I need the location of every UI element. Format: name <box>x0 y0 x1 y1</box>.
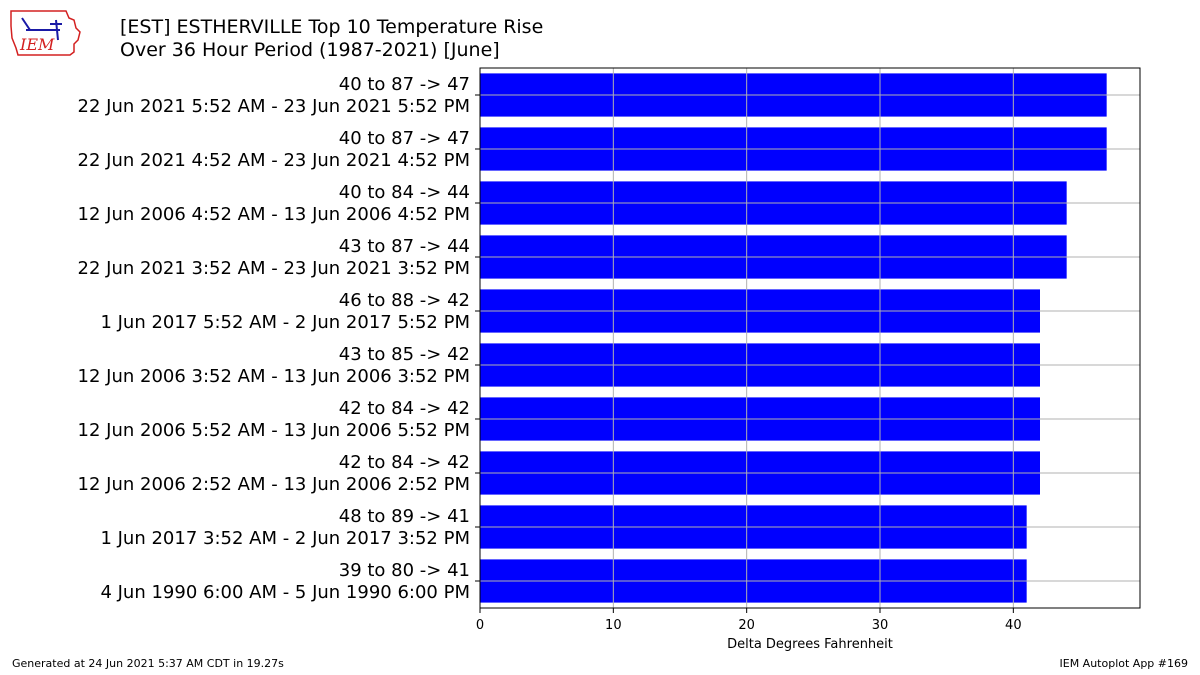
chart-title-line2: Over 36 Hour Period (1987-2021) [June] <box>120 39 500 61</box>
generated-footer: Generated at 24 Jun 2021 5:37 AM CDT in … <box>12 657 284 670</box>
y-tick-label-period: 4 Jun 1990 6:00 AM - 5 Jun 1990 6:00 PM <box>100 582 470 603</box>
plot-frame <box>479 67 1141 609</box>
y-tick-label-change: 39 to 80 -> 41 <box>339 560 470 581</box>
x-tick-label: 30 <box>872 618 889 633</box>
x-tick-label: 20 <box>738 618 755 633</box>
y-tick-label-change: 42 to 84 -> 42 <box>339 452 470 473</box>
y-tick-label-period: 12 Jun 2006 3:52 AM - 13 Jun 2006 3:52 P… <box>78 366 470 387</box>
y-tick-label-period: 12 Jun 2006 4:52 AM - 13 Jun 2006 4:52 P… <box>78 204 470 225</box>
y-tick-label-period: 12 Jun 2006 5:52 AM - 13 Jun 2006 5:52 P… <box>78 420 470 441</box>
y-tick-label-change: 43 to 87 -> 44 <box>339 236 470 257</box>
y-tick-label-change: 46 to 88 -> 42 <box>339 290 470 311</box>
y-tick-label-period: 22 Jun 2021 5:52 AM - 23 Jun 2021 5:52 P… <box>78 96 470 117</box>
x-axis-label: Delta Degrees Fahrenheit <box>727 637 893 652</box>
iem-logo: IEM <box>8 8 86 64</box>
y-tick-label-change: 40 to 87 -> 47 <box>339 128 470 149</box>
y-tick-label-change: 40 to 84 -> 44 <box>339 182 470 203</box>
chart-title: [EST] ESTHERVILLE Top 10 Temperature Ris… <box>120 16 543 62</box>
iowa-outline <box>10 10 81 56</box>
y-tick-label-period: 22 Jun 2021 3:52 AM - 23 Jun 2021 3:52 P… <box>78 258 470 279</box>
y-tick-label-change: 40 to 87 -> 47 <box>339 74 470 95</box>
x-tick-label: 10 <box>605 618 622 633</box>
x-tick-label: 0 <box>476 618 484 633</box>
y-tick-label-change: 48 to 89 -> 41 <box>339 506 470 527</box>
y-tick-label-period: 12 Jun 2006 2:52 AM - 13 Jun 2006 2:52 P… <box>78 474 470 495</box>
app-footer: IEM Autoplot App #169 <box>1059 657 1189 670</box>
y-tick-label-change: 43 to 85 -> 42 <box>339 344 470 365</box>
chart-title-line1: [EST] ESTHERVILLE Top 10 Temperature Ris… <box>120 16 544 38</box>
y-tick-label-period: 1 Jun 2017 3:52 AM - 2 Jun 2017 3:52 PM <box>100 528 470 549</box>
x-tick-label: 40 <box>1005 618 1022 633</box>
y-tick-label-change: 42 to 84 -> 42 <box>339 398 470 419</box>
y-tick-label-period: 22 Jun 2021 4:52 AM - 23 Jun 2021 4:52 P… <box>78 150 470 171</box>
y-tick-label-period: 1 Jun 2017 5:52 AM - 2 Jun 2017 5:52 PM <box>100 312 470 333</box>
logo-text: IEM <box>19 35 55 54</box>
